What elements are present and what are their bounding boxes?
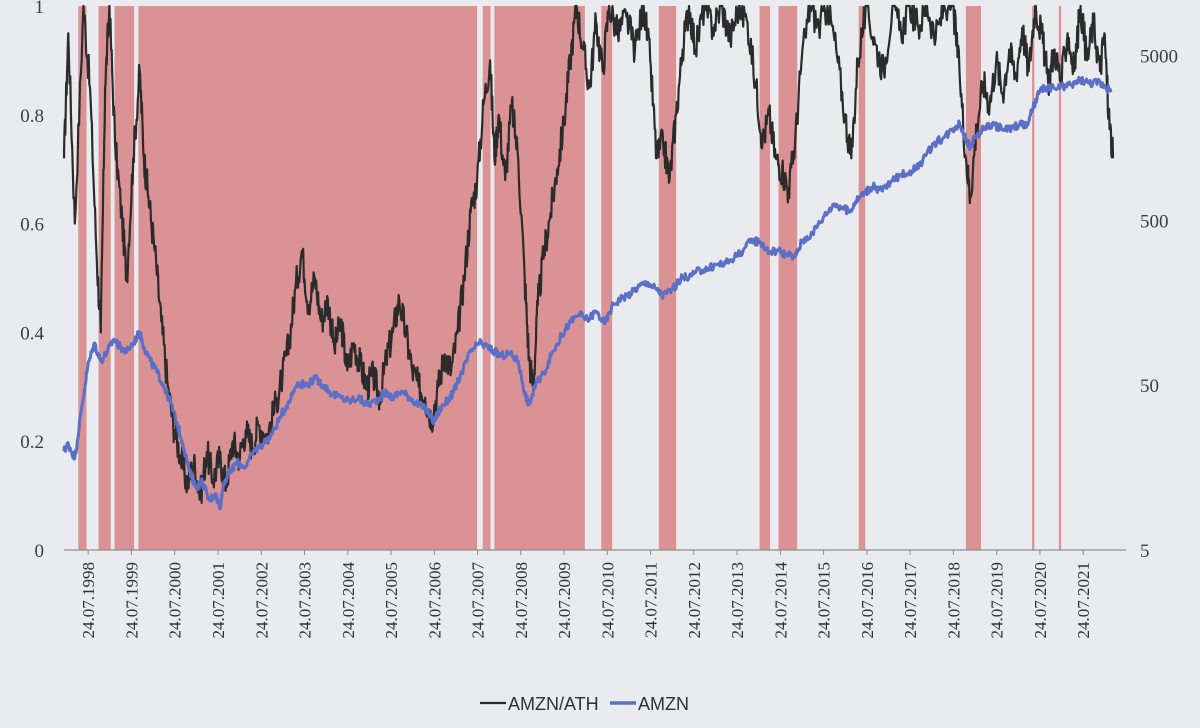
y-right-tick-label: 5000 <box>1140 47 1178 68</box>
y-left-tick-label: 0 <box>35 541 45 562</box>
y-right-tick-label: 5 <box>1140 541 1150 562</box>
x-tick-label: 24.07.2021 <box>1074 562 1093 639</box>
x-tick-label: 24.07.1999 <box>123 562 142 639</box>
x-tick-label: 24.07.2007 <box>469 562 488 639</box>
y-right-tick-label: 50 <box>1140 376 1159 397</box>
x-tick-label: 24.07.2015 <box>815 562 834 639</box>
y-axis-left: 0 0.2 0.4 0.6 0.8 1 <box>20 0 44 562</box>
x-tick-label: 24.07.2011 <box>642 562 661 638</box>
x-tick-label: 24.07.2020 <box>1031 562 1050 639</box>
x-tick-label: 24.07.2006 <box>425 562 444 639</box>
x-tick-label: 24.07.2016 <box>858 562 877 639</box>
y-left-tick-label: 1 <box>35 0 45 18</box>
shading-band <box>98 6 111 550</box>
shading-band <box>114 6 135 550</box>
shading-band <box>1058 6 1062 550</box>
shading-band <box>78 6 87 550</box>
shading-band <box>759 6 770 550</box>
x-tick-label: 24.07.2012 <box>685 562 704 639</box>
x-tick-label: 24.07.2018 <box>944 562 963 639</box>
x-tick-label: 24.07.2009 <box>555 562 574 639</box>
shading-band <box>858 6 866 550</box>
x-tick-label: 24.07.2005 <box>382 562 401 639</box>
x-tick-label: 24.07.2000 <box>166 562 185 639</box>
series-line-amzn <box>62 75 1113 511</box>
shading-band <box>658 6 677 550</box>
x-tick-label: 24.07.2017 <box>901 562 920 639</box>
x-tick-label: 24.07.2014 <box>771 562 790 639</box>
x-tick-label: 24.07.2003 <box>296 562 315 639</box>
y-left-tick-label: 0.4 <box>20 323 44 344</box>
x-tick-label: 24.07.2002 <box>252 562 271 639</box>
y-left-tick-label: 0.8 <box>20 106 44 127</box>
legend: AMZN/ATH AMZN <box>480 694 689 714</box>
x-tick-label: 24.07.2010 <box>598 562 617 639</box>
series-group <box>62 4 1115 511</box>
shading-band <box>778 6 798 550</box>
x-axis-ticks: 24.07.1998 24.07.1999 24.07.2000 24.07.2001… <box>79 550 1093 639</box>
y-right-tick-label: 500 <box>1140 211 1169 232</box>
shading-band <box>1032 6 1035 550</box>
x-tick-label: 24.07.2013 <box>728 562 747 639</box>
x-tick-label: 24.07.2019 <box>988 562 1007 639</box>
legend-label: AMZN <box>638 694 689 714</box>
x-tick-label: 24.07.2001 <box>209 562 228 639</box>
x-tick-label: 24.07.2008 <box>512 562 531 639</box>
shading-band <box>965 6 981 550</box>
series-line-amzn-ath <box>62 4 1115 504</box>
legend-label: AMZN/ATH <box>508 694 599 714</box>
y-axis-right: 5 50 500 5000 <box>1140 47 1178 562</box>
x-tick-label: 24.07.2004 <box>339 562 358 639</box>
shading-band <box>601 6 613 550</box>
y-left-tick-label: 0.2 <box>20 432 44 453</box>
x-tick-label: 24.07.1998 <box>79 562 98 639</box>
shading-band <box>482 6 491 550</box>
y-left-tick-label: 0.6 <box>20 215 44 236</box>
